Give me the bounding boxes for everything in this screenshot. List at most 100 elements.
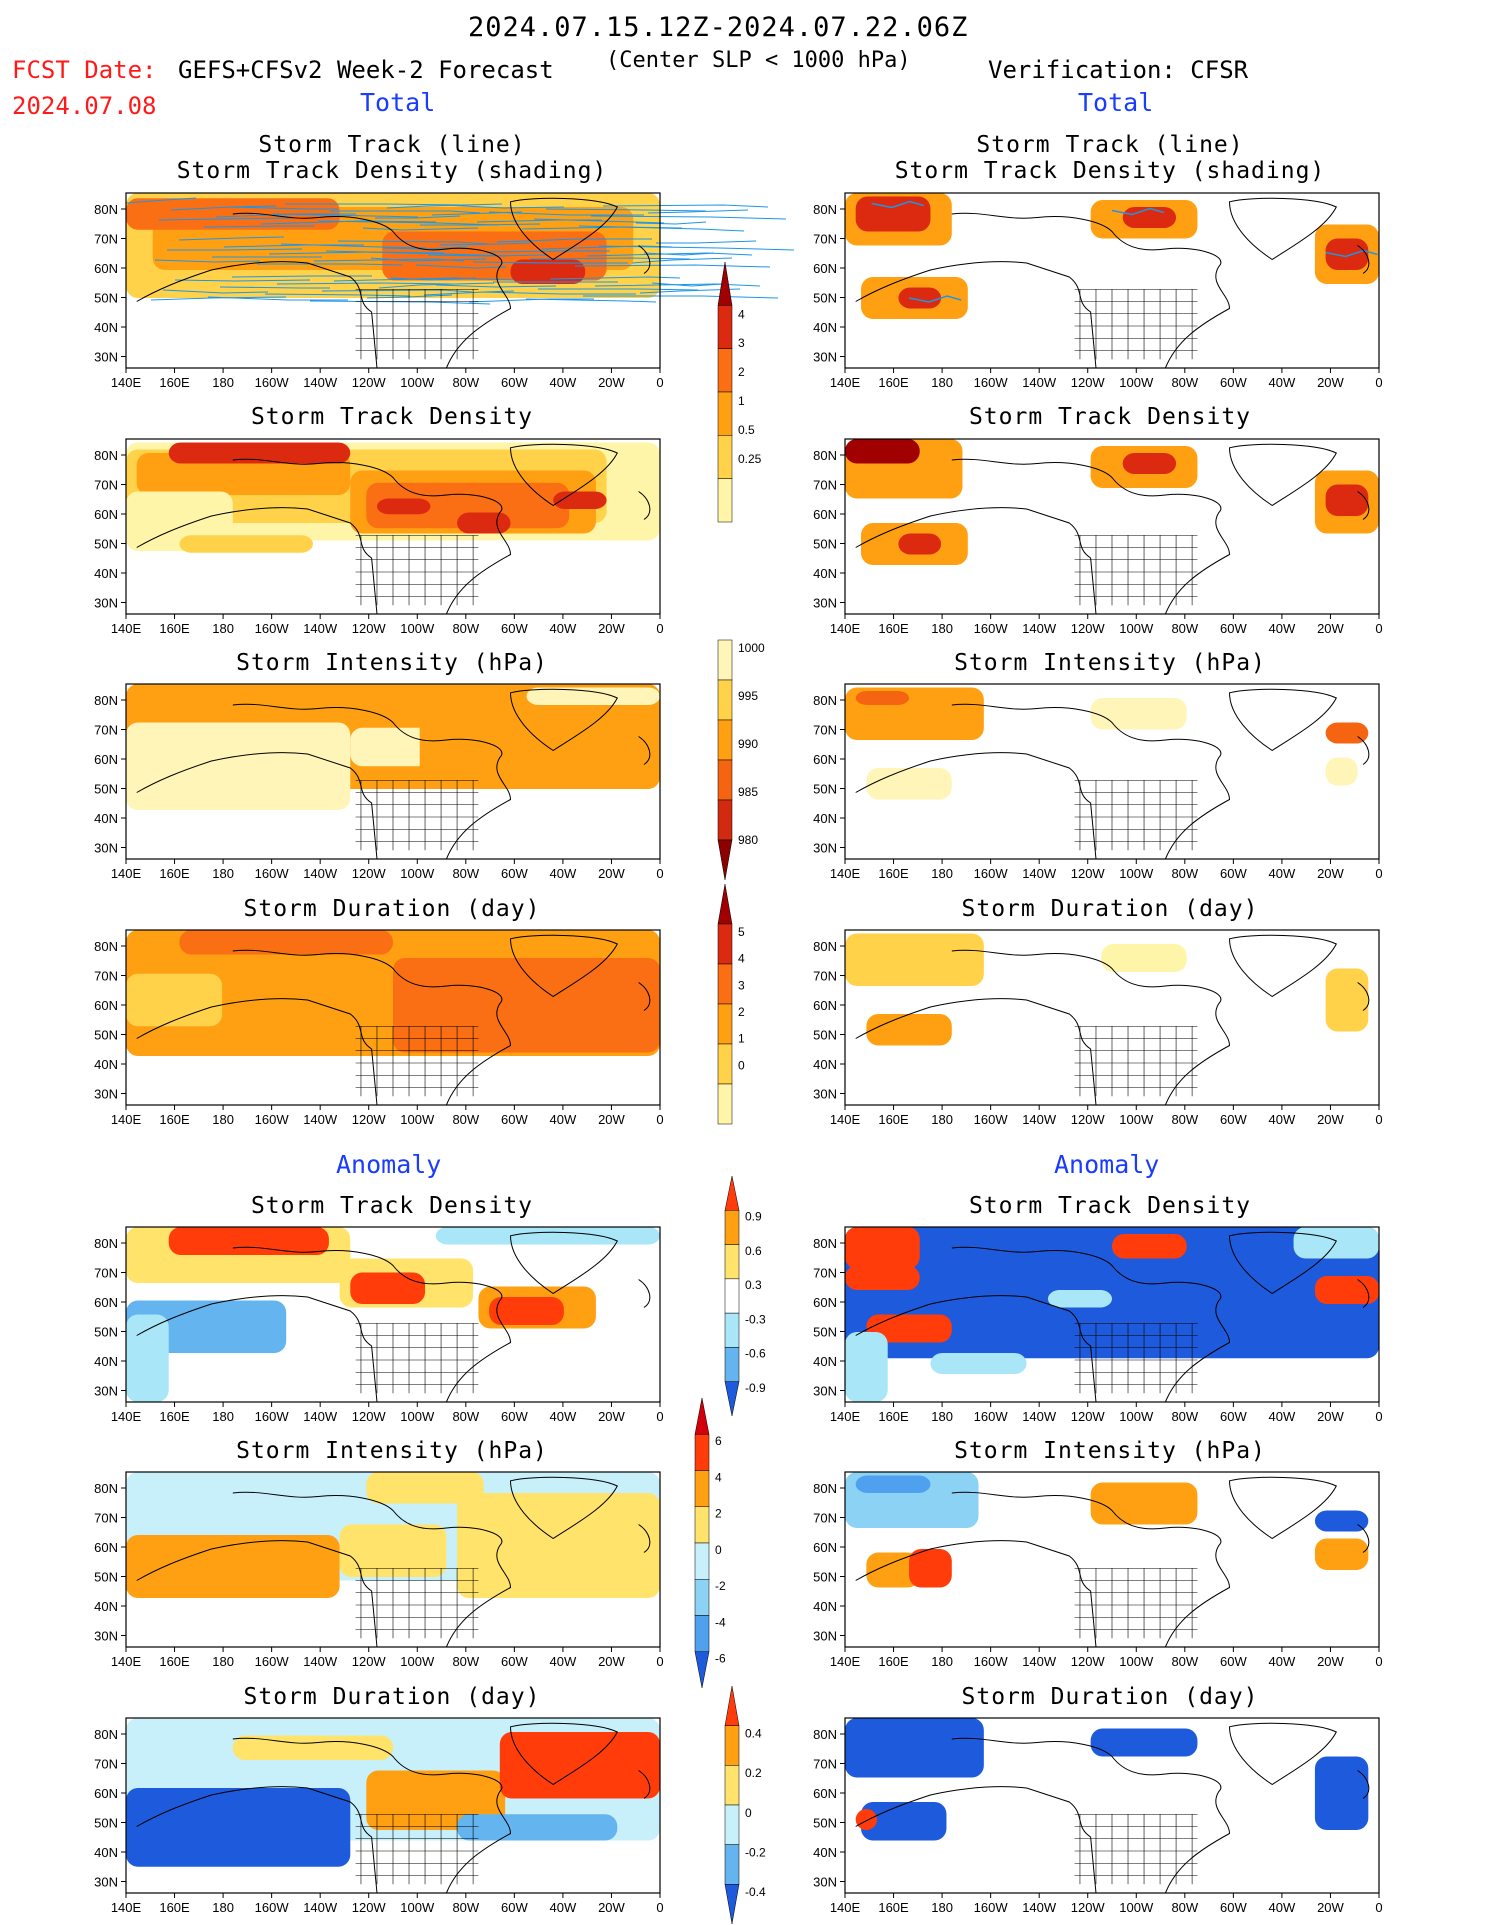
field-shading	[855, 1809, 878, 1830]
lat-label: 30N	[813, 596, 837, 611]
map-panel-R1: 80N 70N 60N 50N 40N 30N 140E 160E 180 160W 140W 120…	[813, 438, 1383, 636]
lon-label: 40W	[1269, 621, 1296, 636]
date-range-title: 2024.07.15.12Z-2024.07.22.06Z	[468, 12, 969, 43]
fcst-date: 2024.07.08	[12, 92, 157, 120]
lon-label: 60W	[1220, 866, 1247, 881]
map-panel-R2: 80N 70N 60N 50N 40N 30N 140E 160E 180 160W 140W 120…	[813, 683, 1383, 881]
colorbar-segment	[724, 1381, 740, 1417]
colorbar-segment	[694, 1651, 710, 1689]
panel-title-anom-intensity-left: Storm Intensity (hPa)	[236, 1438, 548, 1464]
field-shading	[1325, 722, 1369, 744]
panel-title-track-line-left: Storm Track (line)	[258, 132, 526, 158]
lon-label: 60W	[1220, 375, 1247, 390]
colorbar-label: -2	[715, 1579, 726, 1593]
lon-label: 80W	[452, 1654, 479, 1669]
lon-label: 120W	[352, 1654, 387, 1669]
lat-label: 60N	[94, 998, 118, 1013]
colorbar-segment	[724, 1844, 740, 1885]
lon-label: 160E	[878, 621, 909, 636]
lon-label: 160E	[159, 1654, 190, 1669]
storm-track-line	[386, 203, 503, 209]
total-label-right: Total	[1078, 88, 1154, 117]
lon-label: 0	[1375, 621, 1382, 636]
map-frame	[125, 1226, 661, 1403]
lat-label: 60N	[94, 261, 118, 276]
colorbar-segment	[724, 1725, 740, 1766]
lon-label: 160W	[255, 1654, 290, 1669]
lat-label: 30N	[813, 1875, 837, 1890]
lon-label: 100W	[400, 375, 435, 390]
lon-label: 160E	[878, 1900, 909, 1915]
lon-label: 160W	[974, 1409, 1009, 1424]
lon-label: 60W	[501, 621, 528, 636]
colorbar-label: 0	[715, 1543, 722, 1557]
storm-track-line	[496, 238, 652, 243]
field-shading	[457, 1814, 618, 1841]
coastline	[855, 1231, 1370, 1403]
storm-track-line	[268, 251, 445, 255]
lat-label: 40N	[813, 320, 837, 335]
lat-label: 80N	[94, 1236, 118, 1251]
storm-track-line	[321, 289, 473, 293]
colorbar-label: 4	[738, 307, 745, 321]
lat-label: 50N	[94, 1816, 118, 1831]
lat-label: 30N	[813, 1384, 837, 1399]
map-frame	[844, 192, 1380, 369]
lon-label: 40W	[550, 375, 577, 390]
field-shading	[855, 691, 910, 705]
colorbar-segment	[724, 1347, 740, 1382]
lon-label: 140E	[111, 866, 142, 881]
lon-label: 120W	[1071, 866, 1106, 881]
lon-label: 0	[656, 866, 663, 881]
model-title: GEFS+CFSv2 Week-2 Forecast	[178, 56, 554, 84]
lon-label: 160W	[974, 375, 1009, 390]
lon-label: 140W	[1022, 375, 1057, 390]
lat-label: 30N	[94, 1087, 118, 1102]
lon-label: 160E	[159, 866, 190, 881]
lat-label: 30N	[813, 1629, 837, 1644]
colorbar-label: 6	[715, 1434, 722, 1448]
colorbar-label: -0.3	[745, 1312, 766, 1326]
colorbar-segment	[717, 759, 733, 801]
lat-label: 70N	[94, 1511, 118, 1526]
storm-track-line	[375, 215, 461, 219]
colorbar-density-anomaly: 0.9 0.6 0.3 -0.3 -0.6 -0.9	[724, 1175, 766, 1417]
lon-label: 120W	[352, 866, 387, 881]
lon-label: 140E	[111, 375, 142, 390]
lon-label: 100W	[1119, 375, 1154, 390]
lon-label: 180	[931, 375, 953, 390]
field-shading	[1325, 238, 1369, 270]
field-shading	[866, 1314, 952, 1343]
storm-track-line	[480, 291, 636, 295]
storm-track-line	[337, 240, 489, 245]
storm-track-line	[549, 276, 681, 280]
storm-track-line	[378, 282, 495, 289]
lat-label: 60N	[813, 1540, 837, 1555]
lon-label: 120W	[352, 375, 387, 390]
lon-label: 160E	[159, 1900, 190, 1915]
storm-track-line	[154, 259, 261, 263]
lon-label: 180	[931, 1900, 953, 1915]
lon-label: 0	[656, 1409, 663, 1424]
colorbar-segment	[694, 1579, 710, 1616]
lat-label: 50N	[813, 537, 837, 552]
lon-label: 140E	[830, 1112, 861, 1127]
lon-label: 140E	[830, 375, 861, 390]
lon-label: 100W	[1119, 866, 1154, 881]
lat-label: 70N	[94, 232, 118, 247]
lon-label: 60W	[1220, 1112, 1247, 1127]
lon-label: 20W	[1317, 621, 1344, 636]
panel-title-intensity-right: Storm Intensity (hPa)	[954, 650, 1266, 676]
field-shading	[861, 1802, 947, 1841]
field-shading	[909, 1549, 952, 1588]
lon-label: 120W	[1071, 1654, 1106, 1669]
lon-label: 140W	[1022, 1112, 1057, 1127]
colorbar-label: 2	[715, 1507, 722, 1521]
colorbar-segment	[717, 305, 733, 349]
lat-label: 80N	[94, 1727, 118, 1742]
lon-label: 40W	[1269, 866, 1296, 881]
lon-label: 60W	[501, 1112, 528, 1127]
field-shading	[126, 1535, 340, 1598]
lat-label: 80N	[813, 448, 837, 463]
lon-label: 180	[212, 1409, 234, 1424]
